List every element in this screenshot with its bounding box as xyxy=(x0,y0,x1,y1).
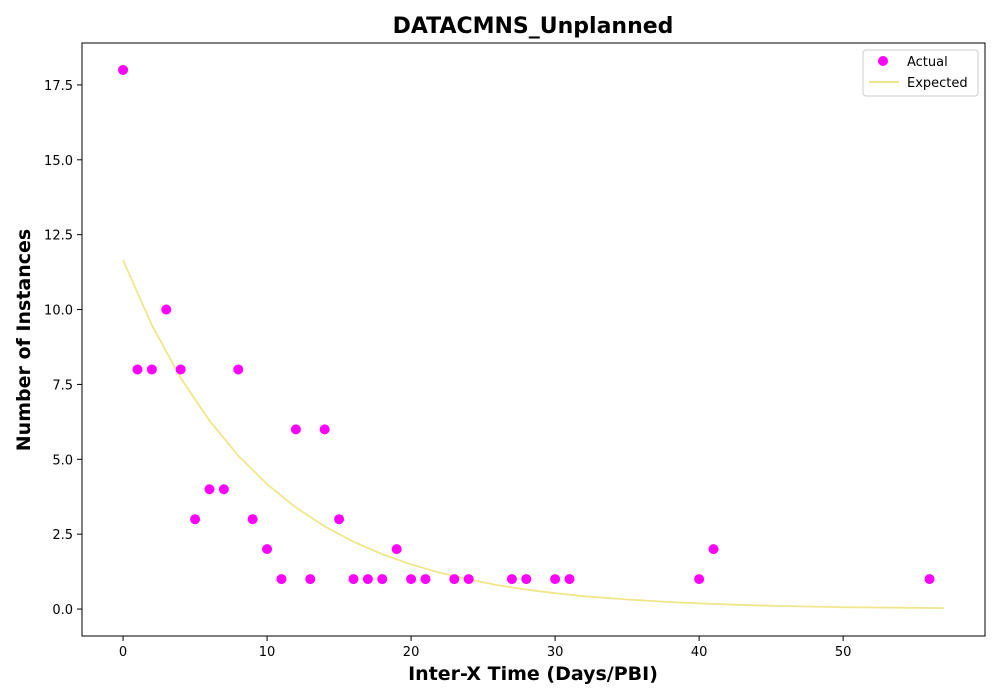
x-tick-label: 20 xyxy=(403,645,420,660)
actual-point xyxy=(406,574,417,585)
y-tick-label: 5.0 xyxy=(52,453,73,468)
legend-label-actual: Actual xyxy=(907,55,948,70)
actual-point xyxy=(377,574,388,585)
actual-point xyxy=(521,574,532,585)
y-tick-label: 10.0 xyxy=(44,304,73,319)
actual-point xyxy=(420,574,431,585)
plot-frame xyxy=(81,42,986,637)
x-tick-label: 40 xyxy=(691,645,708,660)
actual-point xyxy=(305,574,316,585)
x-tick-label: 0 xyxy=(119,645,127,660)
x-tick-label: 30 xyxy=(547,645,564,660)
legend-label-expected: Expected xyxy=(907,76,968,91)
actual-point xyxy=(924,574,935,585)
actual-point xyxy=(319,424,330,435)
y-axis: 0.0 2.5 5.0 7.5 10.0 12.5 15.0 17.5 xyxy=(44,79,82,618)
actual-point xyxy=(564,574,575,585)
plot-area xyxy=(118,64,944,610)
x-axis-label: Inter-X Time (Days/PBI) xyxy=(408,663,658,685)
x-tick-label: 10 xyxy=(259,645,276,660)
actual-point xyxy=(146,364,157,375)
actual-point xyxy=(190,514,201,525)
actual-point xyxy=(247,514,258,525)
y-tick-label: 0.0 xyxy=(52,603,73,618)
x-tick-label: 50 xyxy=(835,645,852,660)
x-axis: 0 10 20 30 40 50 xyxy=(119,636,852,660)
legend-marker-actual xyxy=(878,56,888,66)
y-tick-label: 12.5 xyxy=(44,229,73,244)
actual-point xyxy=(276,574,287,585)
legend: Actual Expected xyxy=(862,49,979,97)
y-tick-label: 15.0 xyxy=(44,154,73,169)
y-tick-label: 17.5 xyxy=(44,79,73,94)
actual-point xyxy=(506,574,517,585)
actual-point xyxy=(118,64,129,75)
actual-point xyxy=(161,304,172,315)
actual-point xyxy=(348,574,359,585)
actual-point xyxy=(391,544,402,555)
actual-point xyxy=(290,424,301,435)
chart-title: DATACMNS_Unplanned xyxy=(393,14,674,39)
actual-point xyxy=(708,544,719,555)
actual-point xyxy=(218,484,229,495)
actual-point xyxy=(362,574,373,585)
actual-point xyxy=(334,514,345,525)
actual-point xyxy=(204,484,215,495)
y-axis-label: Number of Instances xyxy=(13,229,35,451)
actual-point xyxy=(132,364,143,375)
actual-point xyxy=(175,364,186,375)
actual-point xyxy=(550,574,561,585)
actual-point xyxy=(463,574,474,585)
actual-point xyxy=(233,364,244,375)
actual-point xyxy=(262,544,273,555)
actual-point xyxy=(694,574,705,585)
actual-point xyxy=(449,574,460,585)
y-tick-label: 7.5 xyxy=(52,378,73,393)
y-tick-label: 2.5 xyxy=(52,528,73,543)
legend-box xyxy=(862,49,979,97)
